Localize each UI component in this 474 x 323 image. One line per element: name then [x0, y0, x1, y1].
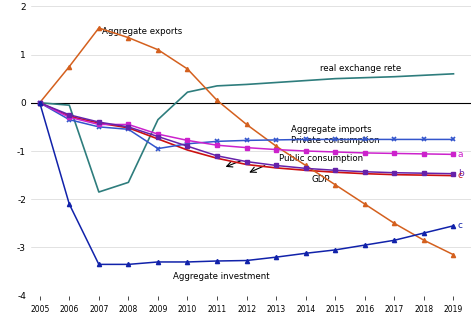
Text: b: b	[458, 169, 464, 178]
Text: real exchange rete: real exchange rete	[320, 64, 402, 73]
Text: GDP: GDP	[311, 175, 330, 184]
Text: Private consumption: Private consumption	[291, 136, 380, 145]
Text: c: c	[458, 221, 463, 230]
Text: Aggregate exports: Aggregate exports	[102, 27, 182, 36]
Text: c: c	[458, 171, 463, 180]
Text: Aggregate investment: Aggregate investment	[173, 272, 269, 281]
Text: Public consumption: Public consumption	[279, 154, 363, 163]
Text: a: a	[458, 150, 464, 159]
Text: Aggregate imports: Aggregate imports	[291, 125, 372, 134]
